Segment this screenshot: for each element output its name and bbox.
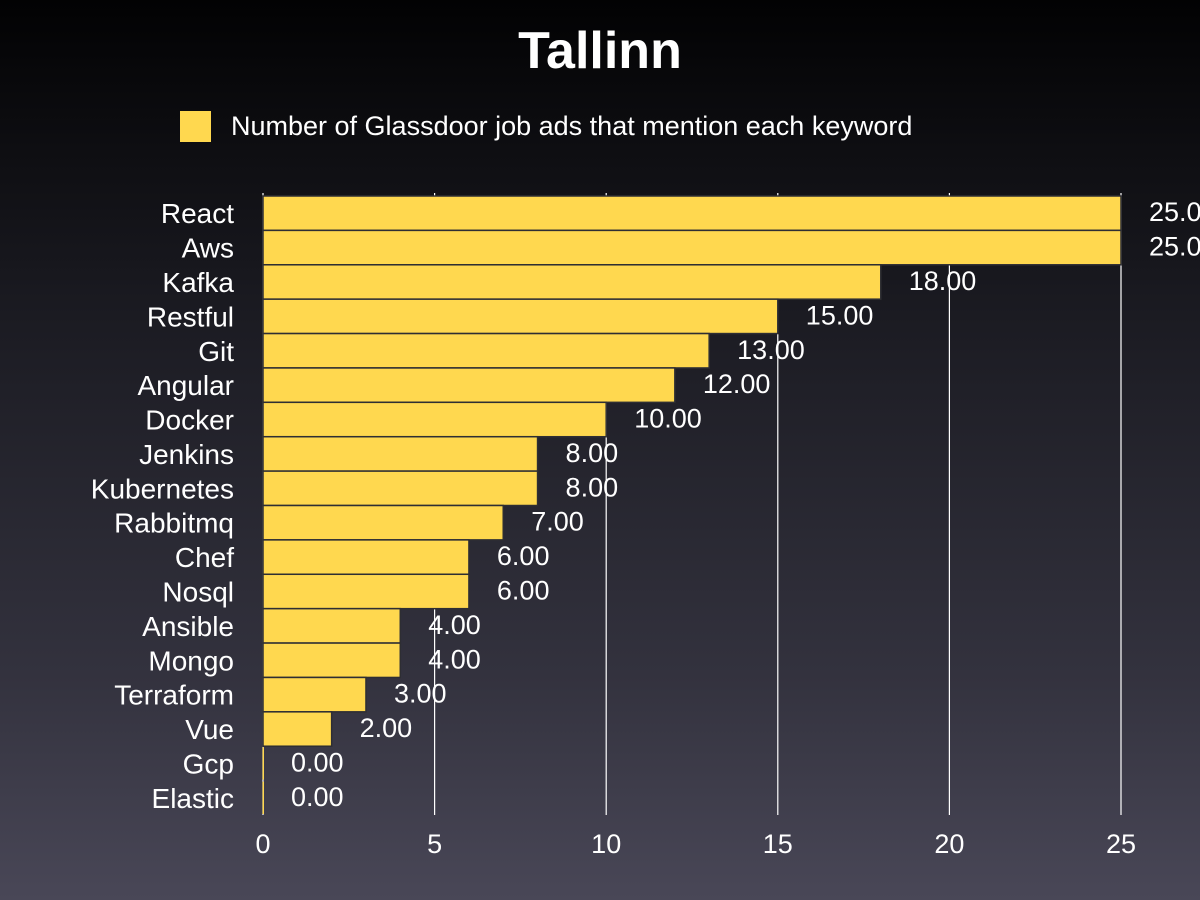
bar: [262, 539, 470, 576]
data-label: 12.00: [703, 369, 771, 399]
data-label: 8.00: [566, 438, 619, 468]
bar: [262, 747, 264, 780]
y-tick-label: Gcp: [183, 748, 234, 779]
chart-title: Tallinn: [518, 22, 682, 80]
bar: [262, 264, 882, 300]
y-tick-label: React: [161, 198, 234, 229]
y-tick-label: Angular: [137, 370, 234, 401]
bar: [262, 195, 1122, 232]
data-label: 25.00: [1149, 197, 1200, 227]
x-tick-label: 0: [255, 829, 270, 859]
y-tick-label: Vue: [185, 714, 234, 745]
data-label: 4.00: [428, 610, 481, 640]
y-tick-label: Elastic: [152, 783, 234, 814]
bars: [262, 195, 1122, 814]
data-label: 0.00: [291, 747, 344, 777]
data-label: 4.00: [428, 644, 481, 674]
y-tick-label: Docker: [145, 405, 234, 436]
x-tick-label: 5: [427, 829, 442, 859]
bar: [262, 711, 333, 747]
x-tick-label: 20: [934, 829, 964, 859]
labels: 0 5 10 15 20 25 React 25.00 Aws 25.00 Kafka 18.00 Re…: [91, 197, 1200, 859]
y-tick-label: Kubernetes: [91, 473, 234, 504]
y-tick-label: Rabbitmq: [114, 508, 234, 539]
y-tick-label: Chef: [175, 542, 234, 573]
bar: [262, 470, 539, 507]
y-tick-label: Restful: [147, 301, 234, 332]
y-tick-label: Terraform: [114, 680, 234, 711]
legend-swatch: [180, 110, 211, 142]
bar: [262, 435, 539, 472]
data-label: 0.00: [291, 782, 344, 812]
data-label: 6.00: [497, 575, 550, 605]
data-label: 2.00: [360, 713, 413, 743]
x-tick-label: 10: [591, 829, 621, 859]
data-label: 13.00: [737, 335, 805, 365]
bar: [262, 504, 504, 541]
data-label: 6.00: [497, 541, 550, 571]
bar: [262, 229, 1122, 266]
bar: [262, 607, 402, 644]
data-label: 7.00: [531, 507, 584, 537]
data-label: 15.00: [806, 300, 874, 330]
bar: [262, 367, 676, 404]
bar: [262, 781, 264, 814]
data-label: 8.00: [566, 472, 619, 502]
legend-label: Number of Glassdoor job ads that mention…: [231, 111, 913, 141]
y-tick-label: Ansible: [142, 611, 234, 642]
bar: [262, 298, 779, 335]
bar: [262, 332, 710, 369]
legend: Number of Glassdoor job ads that mention…: [180, 108, 912, 144]
data-label: 3.00: [394, 679, 447, 709]
x-tick-label: 25: [1106, 829, 1136, 859]
y-tick-label: Mongo: [148, 645, 234, 676]
y-tick-label: Kafka: [162, 267, 234, 298]
x-tick-label: 15: [763, 829, 793, 859]
y-tick-label: Nosql: [162, 576, 234, 607]
bar: [262, 676, 367, 713]
y-tick-label: Git: [198, 336, 234, 367]
bar: [262, 573, 470, 610]
data-label: 10.00: [634, 404, 702, 434]
data-label: 18.00: [909, 266, 977, 296]
y-tick-label: Aws: [182, 233, 234, 264]
data-label: 25.00: [1149, 232, 1200, 262]
bar: [262, 401, 607, 438]
bar: [262, 642, 402, 679]
y-tick-label: Jenkins: [139, 439, 234, 470]
